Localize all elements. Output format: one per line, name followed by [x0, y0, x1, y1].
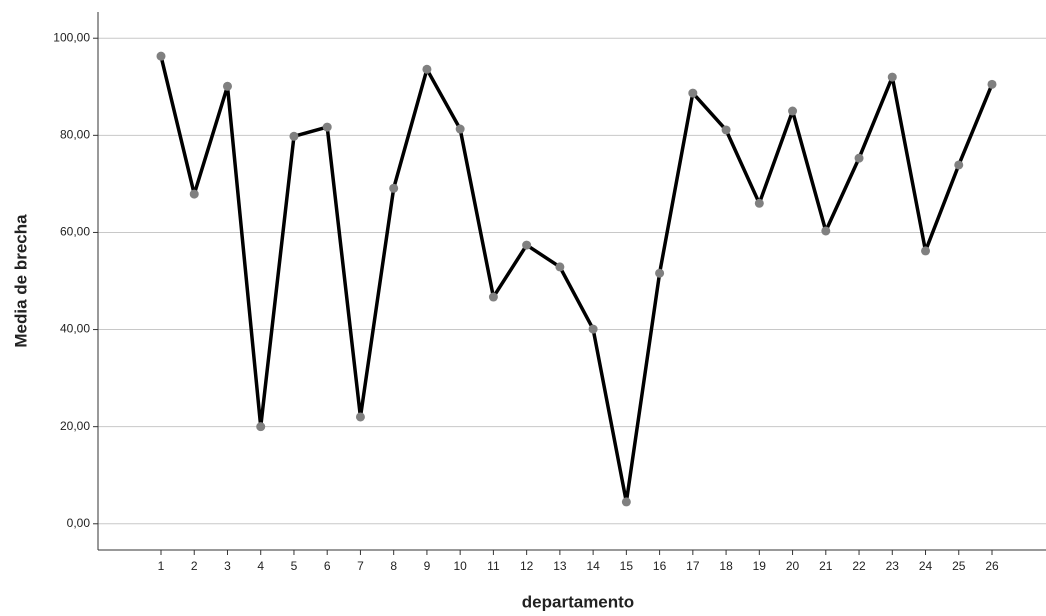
- x-tick-label: 16: [653, 559, 667, 573]
- x-tick-label: 6: [324, 559, 331, 573]
- x-axis-title: departamento: [522, 592, 634, 611]
- marker: [256, 422, 266, 432]
- marker: [721, 125, 731, 135]
- marker: [921, 246, 931, 256]
- marker: [887, 72, 897, 82]
- x-tick-label: 14: [586, 559, 600, 573]
- marker: [688, 88, 698, 98]
- marker: [522, 240, 532, 250]
- x-tick-label: 9: [424, 559, 431, 573]
- marker: [455, 124, 465, 134]
- marker: [555, 262, 565, 272]
- marker: [621, 497, 631, 507]
- marker: [588, 324, 598, 334]
- marker: [355, 412, 365, 422]
- x-tick-label: 4: [257, 559, 264, 573]
- y-axis-title: Media de brecha: [11, 214, 30, 348]
- y-tick-label: 60,00: [60, 225, 90, 239]
- line: [159, 55, 994, 504]
- marker: [289, 131, 299, 141]
- marker: [488, 292, 498, 302]
- marker: [389, 183, 399, 193]
- x-tick-label: 24: [919, 559, 933, 573]
- x-tick-label: 23: [886, 559, 900, 573]
- x-tick-label: 1: [158, 559, 165, 573]
- x-tick-label: 3: [224, 559, 231, 573]
- x-tick-label: 26: [985, 559, 999, 573]
- y-tick-label: 0,00: [67, 516, 91, 530]
- marker: [854, 153, 864, 163]
- x-tick-label: 21: [819, 559, 833, 573]
- x-tick-label: 19: [753, 559, 767, 573]
- marker: [655, 268, 665, 278]
- x-tick-label: 12: [520, 559, 534, 573]
- marker: [754, 198, 764, 208]
- marker: [189, 189, 199, 199]
- marker: [422, 64, 432, 74]
- y-tick-label: 40,00: [60, 322, 90, 336]
- y-tick-label: 100,00: [53, 30, 90, 44]
- x-tick-label: 8: [390, 559, 397, 573]
- marker: [222, 81, 232, 91]
- marker: [322, 122, 332, 132]
- marker: [987, 79, 997, 89]
- y-tick-label: 20,00: [60, 419, 90, 433]
- x-tick-label: 20: [786, 559, 800, 573]
- x-tick-label: 7: [357, 559, 364, 573]
- x-tick-label: 22: [852, 559, 866, 573]
- marker: [954, 160, 964, 170]
- x-tick-label: 11: [487, 559, 500, 573]
- x-tick-label: 15: [620, 559, 634, 573]
- marker: [821, 226, 831, 236]
- x-tick-label: 13: [553, 559, 567, 573]
- marker: [788, 106, 798, 116]
- x-tick-label: 10: [453, 559, 467, 573]
- x-tick-label: 18: [719, 559, 733, 573]
- y-tick-label: 80,00: [60, 128, 90, 142]
- x-tick-label: 25: [952, 559, 966, 573]
- marker: [156, 51, 166, 61]
- x-tick-label: 17: [686, 559, 700, 573]
- x-tick-label: 5: [291, 559, 298, 573]
- x-tick-label: 2: [191, 559, 198, 573]
